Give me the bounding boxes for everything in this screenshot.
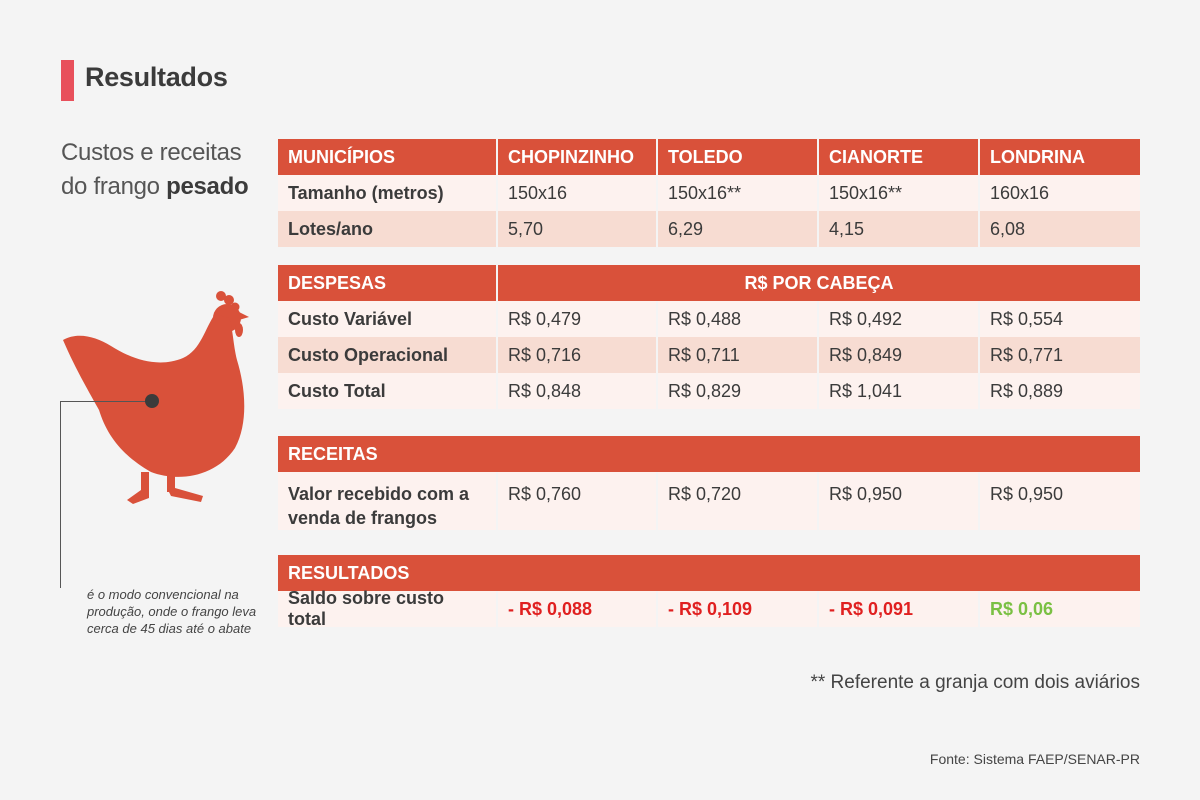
- subtitle-emphasis: pesado: [166, 173, 249, 200]
- table-cell: R$ 0,848: [498, 373, 658, 409]
- header-despesas: DESPESAS: [278, 265, 498, 301]
- table-cell: R$ 0,711: [658, 337, 819, 373]
- table-cell: R$ 0,829: [658, 373, 819, 409]
- table-row: Saldo sobre custo total - R$ 0,088 - R$ …: [278, 588, 1140, 629]
- negative-value: - R$ 0,091: [819, 591, 980, 627]
- table-header-row: RESULTADOS: [278, 555, 1140, 591]
- table-cell: 6,08: [980, 211, 1140, 247]
- table-cell: 150x16**: [819, 175, 980, 211]
- header-londrina: LONDRINA: [980, 139, 1140, 175]
- row-label: Custo Variável: [278, 301, 498, 337]
- table-row: Lotes/ano 5,70 6,29 4,15 6,08: [278, 211, 1140, 247]
- table-row: Custo Operacional R$ 0,716 R$ 0,711 R$ 0…: [278, 337, 1140, 373]
- table-header-row: MUNICÍPIOS CHOPINZINHO TOLEDO CIANORTE L…: [278, 139, 1140, 175]
- negative-value: - R$ 0,109: [658, 591, 819, 627]
- header-receitas: RECEITAS: [278, 436, 1140, 472]
- table-cell: R$ 0,849: [819, 337, 980, 373]
- annotation-note: é o modo convencional na produção, onde …: [87, 587, 257, 636]
- table-cell: R$ 0,554: [980, 301, 1140, 337]
- table-cell: R$ 0,716: [498, 337, 658, 373]
- resultados-table: RESULTADOS Saldo sobre custo total - R$ …: [278, 555, 1140, 629]
- table-row: Custo Variável R$ 0,479 R$ 0,488 R$ 0,49…: [278, 301, 1140, 337]
- annotation-leader-vertical: [60, 401, 61, 588]
- table-cell: R$ 0,720: [658, 472, 819, 530]
- positive-value: R$ 0,06: [980, 591, 1140, 627]
- table-cell: 6,29: [658, 211, 819, 247]
- table-cell: R$ 1,041: [819, 373, 980, 409]
- subtitle-line-1: Custos e receitas: [61, 139, 242, 166]
- row-label: Tamanho (metros): [278, 175, 498, 211]
- table-cell: 150x16: [498, 175, 658, 211]
- page-title: Resultados: [85, 62, 228, 92]
- table-header-row: DESPESAS R$ POR CABEÇA: [278, 265, 1140, 301]
- despesas-table: DESPESAS R$ POR CABEÇA Custo Variável R$…: [278, 265, 1140, 409]
- header-rs-por-cabeca: R$ POR CABEÇA: [498, 265, 1140, 301]
- annotation-leader-horizontal: [60, 401, 148, 402]
- receitas-table: RECEITAS Valor recebido com a venda de f…: [278, 436, 1140, 530]
- table-cell: 4,15: [819, 211, 980, 247]
- table-cell: R$ 0,889: [980, 373, 1140, 409]
- table-cell: R$ 0,950: [819, 472, 980, 530]
- table-cell: R$ 0,950: [980, 472, 1140, 530]
- table-cell: R$ 0,479: [498, 301, 658, 337]
- title-accent-bar: [61, 60, 74, 101]
- subtitle-line-2: do frango pesado: [61, 170, 249, 204]
- subtitle-line-2-prefix: do frango: [61, 173, 167, 200]
- header-resultados: RESULTADOS: [278, 555, 1140, 591]
- table-row: Valor recebido com a venda de frangos R$…: [278, 472, 1140, 530]
- table-cell: R$ 0,492: [819, 301, 980, 337]
- negative-value: - R$ 0,088: [498, 591, 658, 627]
- annotation-dot: [145, 394, 159, 408]
- header-toledo: TOLEDO: [658, 139, 819, 175]
- table-cell: 5,70: [498, 211, 658, 247]
- municipios-table: MUNICÍPIOS CHOPINZINHO TOLEDO CIANORTE L…: [278, 139, 1140, 247]
- header-municipios: MUNICÍPIOS: [278, 139, 498, 175]
- table-header-row: RECEITAS: [278, 436, 1140, 472]
- subtitle: Custos e receitas do frango pesado: [61, 136, 249, 204]
- table-row: Tamanho (metros) 150x16 150x16** 150x16*…: [278, 175, 1140, 211]
- row-label: Lotes/ano: [278, 211, 498, 247]
- row-label: Custo Operacional: [278, 337, 498, 373]
- row-label: Saldo sobre custo total: [278, 588, 498, 629]
- table-cell: R$ 0,771: [980, 337, 1140, 373]
- header-cianorte: CIANORTE: [819, 139, 980, 175]
- row-label: Valor recebido com a venda de frangos: [278, 472, 498, 530]
- table-cell: R$ 0,760: [498, 472, 658, 530]
- source-credit: Fonte: Sistema FAEP/SENAR-PR: [929, 751, 1140, 767]
- row-label: Custo Total: [278, 373, 498, 409]
- footnote: ** Referente a granja com dois aviários: [810, 672, 1140, 693]
- table-cell: R$ 0,488: [658, 301, 819, 337]
- table-row: Custo Total R$ 0,848 R$ 0,829 R$ 1,041 R…: [278, 373, 1140, 409]
- table-cell: 160x16: [980, 175, 1140, 211]
- table-cell: 150x16**: [658, 175, 819, 211]
- header-chopinzinho: CHOPINZINHO: [498, 139, 658, 175]
